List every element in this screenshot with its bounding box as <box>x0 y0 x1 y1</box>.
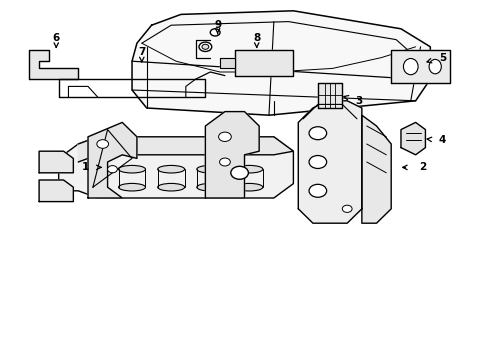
Text: 2: 2 <box>419 162 426 172</box>
Polygon shape <box>390 50 449 83</box>
Circle shape <box>230 166 248 179</box>
Ellipse shape <box>428 59 441 74</box>
Ellipse shape <box>236 165 263 173</box>
Circle shape <box>97 140 108 148</box>
Text: 4: 4 <box>438 135 446 145</box>
Circle shape <box>107 166 117 173</box>
Text: 7: 7 <box>138 47 145 57</box>
Polygon shape <box>88 122 137 198</box>
Polygon shape <box>317 83 342 108</box>
Circle shape <box>308 156 326 168</box>
Circle shape <box>199 42 211 51</box>
Ellipse shape <box>119 184 145 191</box>
Polygon shape <box>234 50 293 76</box>
Circle shape <box>308 127 326 140</box>
Circle shape <box>308 184 326 197</box>
Ellipse shape <box>403 58 417 75</box>
Ellipse shape <box>157 165 184 173</box>
Polygon shape <box>39 180 73 202</box>
Circle shape <box>219 158 230 166</box>
Text: 9: 9 <box>214 20 221 30</box>
Text: 3: 3 <box>355 96 362 106</box>
Polygon shape <box>220 58 234 68</box>
Polygon shape <box>39 151 73 173</box>
Circle shape <box>342 205 351 212</box>
Ellipse shape <box>236 184 263 191</box>
Circle shape <box>218 132 231 141</box>
Ellipse shape <box>157 184 184 191</box>
Polygon shape <box>205 112 259 198</box>
Text: 5: 5 <box>438 53 445 63</box>
Ellipse shape <box>196 184 223 191</box>
Polygon shape <box>361 115 390 223</box>
Polygon shape <box>59 137 293 198</box>
Circle shape <box>210 29 220 36</box>
Text: 8: 8 <box>253 33 260 43</box>
Text: 6: 6 <box>53 33 60 43</box>
Polygon shape <box>78 137 293 162</box>
Ellipse shape <box>119 165 145 173</box>
Circle shape <box>202 44 208 49</box>
Polygon shape <box>400 122 425 155</box>
Polygon shape <box>132 11 429 115</box>
Polygon shape <box>29 50 78 79</box>
Polygon shape <box>298 101 361 223</box>
Ellipse shape <box>196 165 223 173</box>
Text: 1: 1 <box>82 162 89 172</box>
